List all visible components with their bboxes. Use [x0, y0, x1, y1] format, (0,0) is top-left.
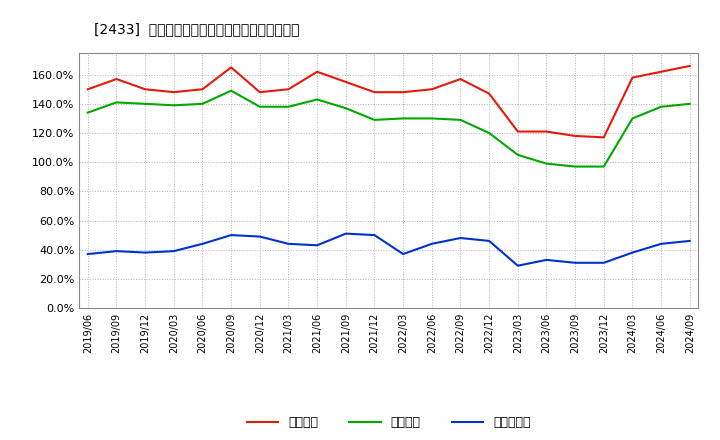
現預金比率 [198, 241, 207, 246]
当座比率 [542, 161, 551, 166]
流動比率 [456, 77, 465, 82]
現預金比率 [485, 238, 493, 244]
Line: 現預金比率: 現預金比率 [88, 234, 690, 266]
当座比率 [571, 164, 580, 169]
当座比率 [628, 116, 636, 121]
Line: 当座比率: 当座比率 [88, 91, 690, 167]
流動比率 [542, 129, 551, 134]
当座比率 [370, 117, 379, 122]
現預金比率 [657, 241, 665, 246]
流動比率 [256, 89, 264, 95]
当座比率 [485, 130, 493, 136]
現預金比率 [428, 241, 436, 246]
当座比率 [513, 152, 522, 158]
現預金比率 [141, 250, 150, 255]
当座比率 [428, 116, 436, 121]
現預金比率 [456, 235, 465, 241]
当座比率 [84, 110, 92, 115]
現預金比率 [542, 257, 551, 263]
流動比率 [169, 89, 178, 95]
流動比率 [685, 63, 694, 69]
現預金比率 [399, 251, 408, 257]
現預金比率 [513, 263, 522, 268]
現預金比率 [370, 232, 379, 238]
Line: 流動比率: 流動比率 [88, 66, 690, 137]
当座比率 [456, 117, 465, 122]
流動比率 [628, 75, 636, 80]
当座比率 [227, 88, 235, 93]
現預金比率 [600, 260, 608, 265]
当座比率 [657, 104, 665, 110]
当座比率 [169, 103, 178, 108]
当座比率 [399, 116, 408, 121]
当座比率 [256, 104, 264, 110]
流動比率 [84, 87, 92, 92]
当座比率 [284, 104, 293, 110]
流動比率 [341, 79, 350, 84]
Text: [2433]  流動比率、当座比率、現預金比率の推移: [2433] 流動比率、当座比率、現預金比率の推移 [94, 22, 299, 36]
現預金比率 [169, 249, 178, 254]
当座比率 [685, 101, 694, 106]
現預金比率 [628, 250, 636, 255]
現預金比率 [571, 260, 580, 265]
流動比率 [227, 65, 235, 70]
流動比率 [399, 89, 408, 95]
現預金比率 [256, 234, 264, 239]
流動比率 [112, 77, 121, 82]
流動比率 [312, 69, 321, 74]
Legend: 流動比率, 当座比率, 現預金比率: 流動比率, 当座比率, 現預金比率 [242, 411, 536, 434]
流動比率 [428, 87, 436, 92]
流動比率 [198, 87, 207, 92]
流動比率 [657, 69, 665, 74]
流動比率 [571, 133, 580, 139]
流動比率 [141, 87, 150, 92]
当座比率 [112, 100, 121, 105]
当座比率 [312, 97, 321, 102]
現預金比率 [84, 251, 92, 257]
流動比率 [600, 135, 608, 140]
現預金比率 [312, 242, 321, 248]
当座比率 [341, 106, 350, 111]
流動比率 [485, 91, 493, 96]
流動比率 [284, 87, 293, 92]
現預金比率 [227, 232, 235, 238]
当座比率 [600, 164, 608, 169]
現預金比率 [685, 238, 694, 244]
流動比率 [513, 129, 522, 134]
流動比率 [370, 89, 379, 95]
当座比率 [198, 101, 207, 106]
現預金比率 [112, 249, 121, 254]
当座比率 [141, 101, 150, 106]
現預金比率 [284, 241, 293, 246]
現預金比率 [341, 231, 350, 236]
